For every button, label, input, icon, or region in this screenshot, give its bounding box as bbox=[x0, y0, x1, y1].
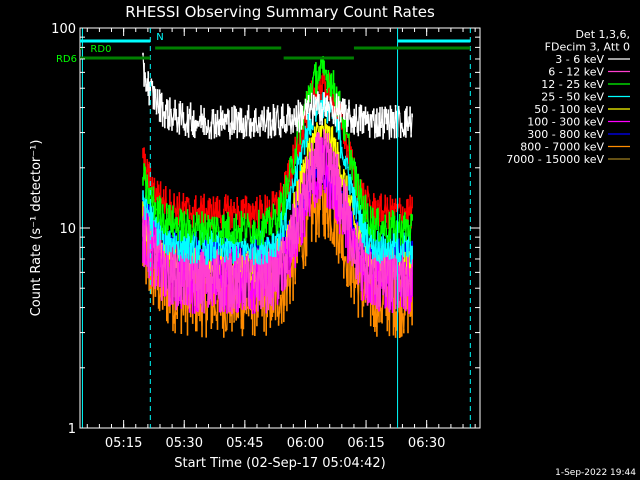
x-tick-label: 06:15 bbox=[347, 436, 384, 451]
x-tick-label: 05:15 bbox=[105, 436, 142, 451]
y-tick-label: 1 bbox=[68, 422, 76, 437]
x-tick-label: 05:30 bbox=[166, 436, 203, 451]
timestamp: 1-Sep-2022 19:44 bbox=[555, 468, 636, 478]
bar-label-rd0: RD0 bbox=[90, 44, 111, 55]
y-axis-title: Count Rate (s⁻¹ detector⁻¹) bbox=[29, 140, 44, 317]
plot-area bbox=[142, 52, 413, 338]
legend-entry-label: 6 - 12 keV bbox=[548, 66, 604, 79]
legend-entry-label: 100 - 300 keV bbox=[527, 116, 604, 129]
x-axis-title: Start Time (02-Sep-17 05:04:42) bbox=[174, 456, 385, 471]
legend-entry-label: 12 - 25 keV bbox=[541, 78, 604, 91]
chart-title: RHESSI Observing Summary Count Rates bbox=[125, 3, 435, 21]
series-line bbox=[142, 53, 413, 140]
y-axis-ticks: 1 10 100 bbox=[51, 22, 480, 437]
y-tick-label: 100 bbox=[51, 22, 76, 37]
series-12-25-kev bbox=[142, 56, 413, 246]
series-3-6-kev bbox=[142, 52, 413, 140]
series-line bbox=[142, 70, 413, 228]
legend-entry-label: 25 - 50 keV bbox=[541, 91, 604, 104]
legend-entry-label: 7000 - 15000 keV bbox=[506, 153, 604, 166]
legend-entry-label: 800 - 7000 keV bbox=[520, 141, 604, 154]
y-tick-label: 10 bbox=[59, 222, 76, 237]
x-tick-label: 06:30 bbox=[408, 436, 445, 451]
series-line bbox=[142, 59, 413, 244]
bar-label-n: N bbox=[156, 32, 163, 43]
bar-label-rd6: RD6 bbox=[56, 54, 77, 65]
x-tick-label: 06:00 bbox=[287, 436, 324, 451]
series-6-12-kev bbox=[142, 129, 413, 315]
legend-header-line: FDecim 3, Att 0 bbox=[545, 41, 630, 54]
x-axis-ticks: 05:15 05:30 05:45 06:00 06:15 06:30 bbox=[86, 28, 476, 451]
series-line bbox=[142, 136, 413, 313]
legend-header-line: Det 1,3,6, bbox=[575, 28, 630, 41]
legend-entry-label: 300 - 800 keV bbox=[527, 128, 604, 141]
legend-entry-label: 50 - 100 keV bbox=[534, 103, 604, 116]
x-tick-label: 05:45 bbox=[226, 436, 263, 451]
legend-entry-label: 3 - 6 keV bbox=[555, 53, 604, 66]
